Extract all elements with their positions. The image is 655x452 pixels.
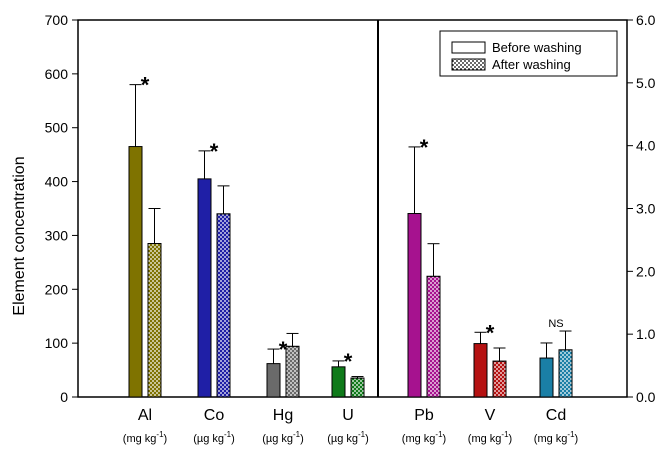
bar-before-washing xyxy=(197,178,212,398)
left-tick-label: 400 xyxy=(45,174,69,190)
bar-after-washing-pattern xyxy=(426,275,441,398)
bar-before-washing xyxy=(128,146,143,398)
category-label: Al xyxy=(138,407,152,424)
legend: Before washing After washing xyxy=(439,30,618,77)
category-group-u: * U (µg kg-1) xyxy=(327,349,369,445)
category-label: U xyxy=(342,407,354,424)
category-group-hg: * Hg (µg kg-1) xyxy=(262,332,304,445)
category-label: Hg xyxy=(273,407,293,424)
category-unit: (mg kg-1) xyxy=(123,430,167,445)
left-tick-label: 100 xyxy=(45,335,69,351)
category-group-cd: NS Cd (mg kg-1) xyxy=(534,318,578,445)
category-unit: (µg kg-1) xyxy=(262,430,304,445)
legend-swatch-after xyxy=(451,58,486,71)
significance-label: * xyxy=(344,349,353,374)
legend-swatch-before xyxy=(451,41,486,54)
category-label: V xyxy=(485,407,496,424)
category-group-co: * Co (µg kg-1) xyxy=(193,139,235,445)
left-tick-label: 0 xyxy=(60,389,68,405)
bar-before-washing xyxy=(407,213,422,398)
category-label: Co xyxy=(204,407,225,424)
category-group-al: * Al (mg kg-1) xyxy=(123,73,167,445)
category-unit: (mg kg-1) xyxy=(534,430,578,445)
significance-label: NS xyxy=(548,318,563,330)
bar-after-washing-pattern xyxy=(350,377,365,398)
bar-after-washing-pattern xyxy=(285,345,300,398)
right-tick-label: 3.0 xyxy=(636,201,655,217)
significance-label: * xyxy=(279,337,288,362)
significance-label: * xyxy=(210,139,219,164)
left-tick-label: 500 xyxy=(45,120,69,136)
legend-label-after: After washing xyxy=(492,57,571,72)
right-tick-label: 0.0 xyxy=(636,389,655,405)
right-tick-label: 1.0 xyxy=(636,326,655,342)
bar-before-washing xyxy=(473,343,488,398)
left-tick-label: 300 xyxy=(45,227,69,243)
category-group-pb: * Pb (mg kg-1) xyxy=(402,135,446,445)
left-tick-label: 200 xyxy=(45,281,69,297)
left-tick-label: 700 xyxy=(45,12,69,28)
category-label: Cd xyxy=(546,407,566,424)
category-label: Pb xyxy=(414,407,434,424)
category-group-v: * V (mg kg-1) xyxy=(468,320,512,445)
category-unit: (µg kg-1) xyxy=(327,430,369,445)
bar-layer: * Al (mg kg-1) * Co (µg kg-1) * Hg (µg kg-1) * U (µ… xyxy=(123,73,578,445)
significance-label: * xyxy=(420,135,429,160)
bar-after-washing-pattern xyxy=(558,349,573,398)
right-tick-label: 6.0 xyxy=(636,12,655,28)
category-unit: (mg kg-1) xyxy=(468,430,512,445)
bar-after-washing-pattern xyxy=(216,213,231,398)
significance-label: * xyxy=(486,320,495,345)
right-tick-label: 5.0 xyxy=(636,75,655,91)
tick-layer: 0 100 200 300 400 500 600 700 0.0 1.0 2.0 3.0 4.0 5.0… xyxy=(45,12,655,405)
right-tick-label: 2.0 xyxy=(636,263,655,279)
bar-before-washing xyxy=(539,357,554,398)
y-axis-label: Element concentration xyxy=(11,156,28,315)
bar-after-washing-pattern xyxy=(492,360,507,398)
category-unit: (mg kg-1) xyxy=(402,430,446,445)
right-tick-label: 4.0 xyxy=(636,138,655,154)
bar-after-washing-pattern xyxy=(147,243,162,398)
bar-before-washing xyxy=(266,363,281,398)
left-tick-label: 600 xyxy=(45,66,69,82)
category-unit: (µg kg-1) xyxy=(193,430,235,445)
significance-label: * xyxy=(141,73,150,98)
legend-label-before: Before washing xyxy=(492,40,582,55)
